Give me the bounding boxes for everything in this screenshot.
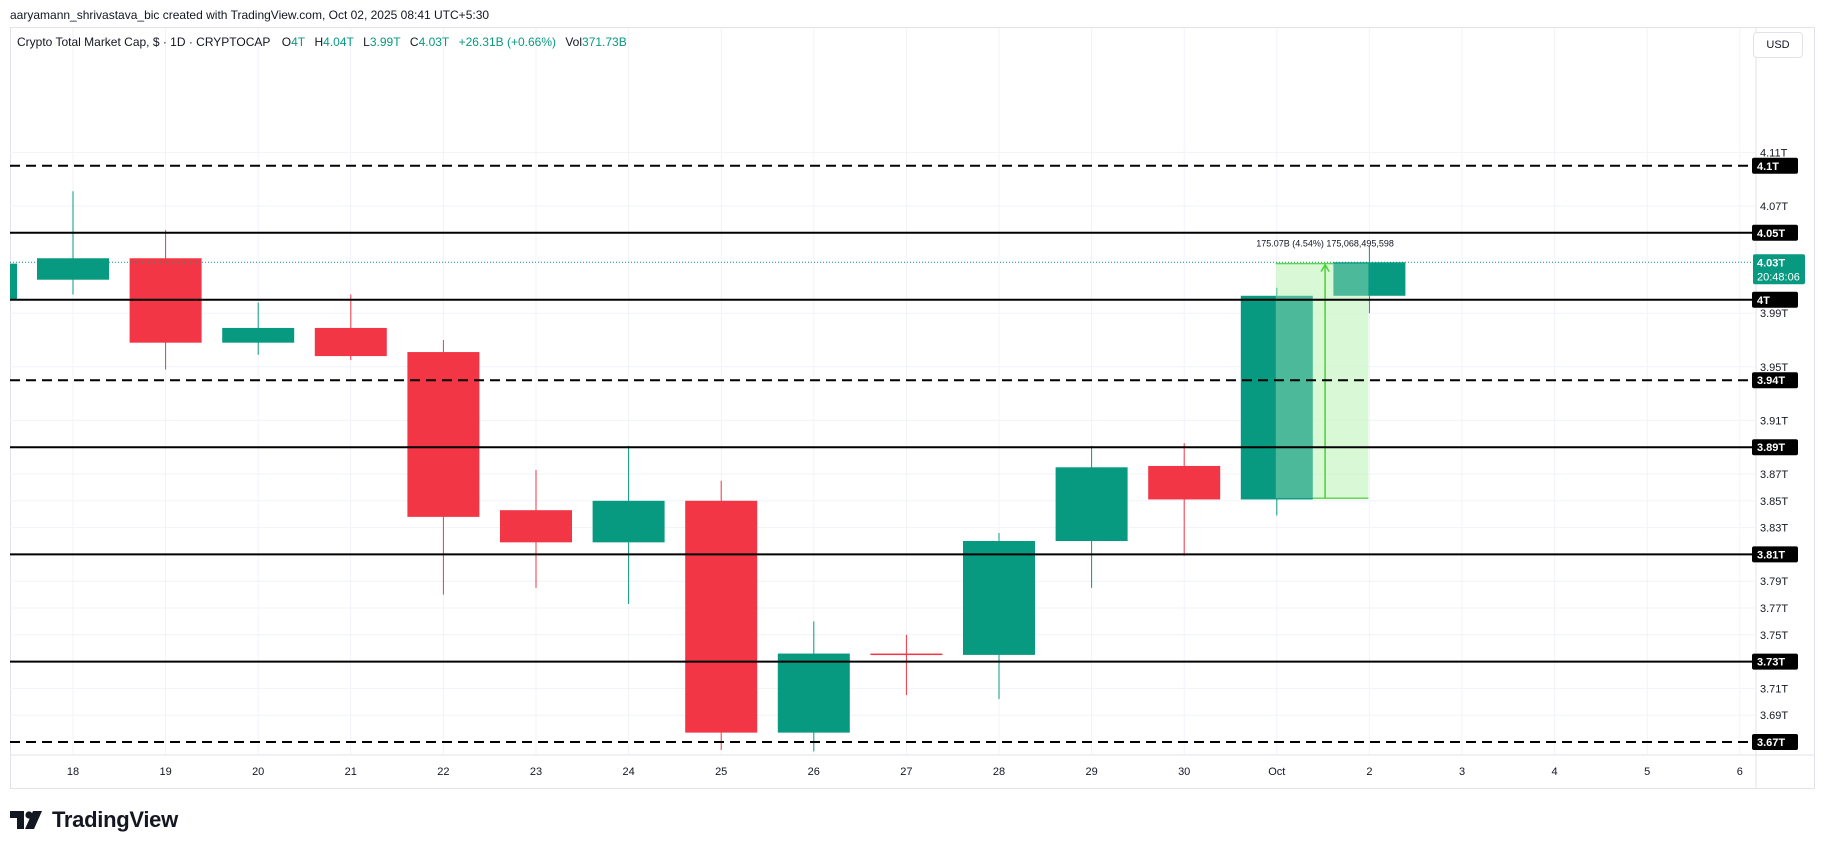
- x-tick-label: 2: [1366, 766, 1372, 778]
- chart-caption: aaryamann_shrivastava_bic created with T…: [10, 8, 490, 22]
- measure-label: 175.07B (4.54%) 175,068,495,598: [1256, 239, 1394, 249]
- x-tick-label: 6: [1737, 766, 1743, 778]
- candle-body[interactable]: [500, 510, 572, 543]
- candle-body[interactable]: [592, 500, 665, 543]
- tradingview-logo[interactable]: TradingView: [10, 807, 178, 833]
- y-tick-label: 3.91T: [1760, 415, 1788, 427]
- level-label: 3.89T: [1757, 442, 1785, 454]
- candle-body[interactable]: [963, 541, 1035, 655]
- legend-open-value: 4T: [291, 35, 306, 49]
- x-tick-label: 27: [900, 766, 912, 778]
- y-tick-label: 3.79T: [1760, 576, 1788, 588]
- level-label-badge: [1752, 734, 1798, 750]
- y-tick-label: 3.99T: [1760, 308, 1788, 320]
- chart-legend: Crypto Total Market Cap, $ · 1D · CRYPTO…: [17, 35, 633, 49]
- candle-body[interactable]: [222, 327, 295, 343]
- legend-volume-value: 371.73B: [582, 35, 627, 49]
- y-tick-label: 3.71T: [1760, 683, 1788, 695]
- countdown-label: 20:48:06: [1757, 271, 1800, 283]
- y-tick-label: 4.11T: [1760, 147, 1788, 159]
- legend-change: +26.31B (+0.66%): [458, 35, 556, 49]
- y-tick-label: 3.87T: [1760, 469, 1788, 481]
- x-tick-label: 21: [345, 766, 357, 778]
- y-tick-label: 3.83T: [1760, 523, 1788, 535]
- candle-body[interactable]: [37, 258, 109, 280]
- y-tick-label: 3.77T: [1760, 603, 1788, 615]
- tradingview-brand-text: TradingView: [52, 807, 178, 832]
- level-label-badge: [1752, 291, 1798, 308]
- legend-high-value: 4.04T: [323, 35, 354, 49]
- x-tick-label: 30: [1178, 766, 1190, 778]
- candle-body[interactable]: [1240, 295, 1313, 500]
- chart-frame: [10, 27, 1815, 789]
- level-label-badge: [1752, 224, 1798, 241]
- legend-high-label: H: [314, 35, 324, 49]
- candle-body[interactable]: [870, 653, 943, 656]
- level-label: 3.67T: [1757, 737, 1785, 749]
- candle-body[interactable]: [685, 500, 758, 733]
- y-tick-label: 3.95T: [1760, 362, 1788, 374]
- level-label-badge: [1752, 372, 1798, 389]
- legend-open-label: O: [281, 35, 292, 49]
- candle-body[interactable]: [777, 653, 850, 733]
- legend-low-label: L: [363, 35, 370, 49]
- currency-button[interactable]: USD: [1753, 32, 1803, 58]
- x-tick-label: 26: [808, 766, 820, 778]
- tradingview-logo-icon: [10, 811, 42, 829]
- current-price-label: 4.03T: [1757, 257, 1785, 269]
- x-tick-label: 22: [437, 766, 449, 778]
- x-tick-label: 18: [67, 766, 79, 778]
- x-tick-label: 4: [1552, 766, 1558, 778]
- level-label: 3.94T: [1757, 375, 1785, 387]
- level-label: 3.73T: [1757, 657, 1785, 669]
- level-label: 3.81T: [1757, 549, 1785, 561]
- y-tick-label: 3.85T: [1760, 496, 1788, 508]
- x-tick-label: 29: [1085, 766, 1097, 778]
- candle-body[interactable]: [407, 352, 480, 517]
- x-tick-label: 5: [1644, 766, 1650, 778]
- x-tick-label: Oct: [1268, 766, 1285, 778]
- level-label-badge: [1752, 439, 1798, 456]
- candle-body[interactable]: [314, 327, 387, 357]
- level-label: 4.05T: [1757, 228, 1785, 240]
- x-tick-label: 19: [159, 766, 171, 778]
- x-tick-label: 23: [530, 766, 542, 778]
- level-label-badge: [1752, 546, 1798, 563]
- x-tick-label: 25: [715, 766, 727, 778]
- x-tick-label: 24: [622, 766, 634, 778]
- legend-symbol[interactable]: Crypto Total Market Cap, $ · 1D · CRYPTO…: [17, 35, 271, 49]
- candle-body[interactable]: [1055, 467, 1128, 541]
- legend-low-value: 3.99T: [369, 35, 401, 49]
- y-tick-label: 3.69T: [1760, 710, 1788, 722]
- y-tick-label: 3.75T: [1760, 630, 1788, 642]
- current-price-badge: [1753, 254, 1805, 285]
- level-label: 4.1T: [1757, 161, 1779, 173]
- legend-volume-label: Vol: [565, 35, 583, 49]
- candle-partial-body[interactable]: [10, 263, 17, 300]
- x-tick-label: 28: [993, 766, 1005, 778]
- legend-close-label: C: [409, 35, 419, 49]
- level-label: 4T: [1757, 295, 1770, 307]
- x-tick-label: 20: [252, 766, 264, 778]
- level-label-badge: [1752, 653, 1798, 670]
- level-label-badge: [1752, 157, 1798, 174]
- measure-arrow-head: [1320, 263, 1330, 272]
- candle-body[interactable]: [1148, 465, 1221, 500]
- x-tick-label: 3: [1459, 766, 1465, 778]
- legend-close-value: 4.03T: [418, 35, 450, 49]
- y-tick-label: 4.07T: [1760, 201, 1788, 213]
- candle-body[interactable]: [1333, 262, 1406, 296]
